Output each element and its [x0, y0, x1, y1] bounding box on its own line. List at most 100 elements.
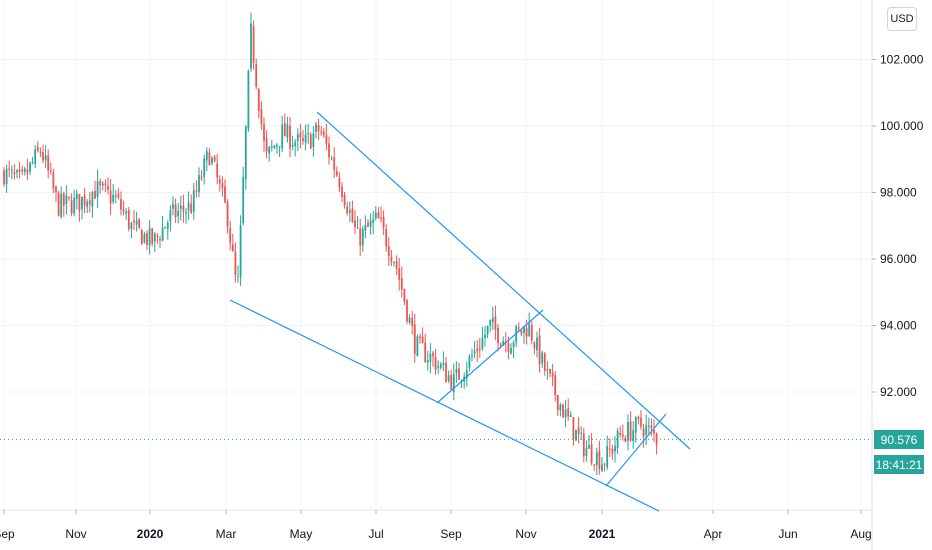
candle	[582, 427, 585, 463]
candle	[419, 333, 421, 344]
y-tick-label: 94.000	[880, 319, 917, 333]
x-tick-label: Nov	[65, 527, 86, 541]
candle	[73, 189, 76, 217]
candle	[62, 191, 65, 217]
candle	[135, 211, 138, 232]
candle	[400, 266, 403, 298]
candle	[421, 327, 424, 344]
candle	[21, 165, 24, 176]
candle	[140, 228, 143, 245]
candle	[411, 310, 414, 335]
candle	[588, 435, 590, 449]
candle	[265, 130, 268, 159]
candle	[283, 113, 286, 137]
candle	[47, 149, 50, 179]
candle	[244, 125, 247, 190]
candle	[10, 165, 13, 180]
candle	[650, 418, 653, 437]
candle	[653, 419, 655, 442]
candle	[281, 116, 284, 153]
candle	[395, 255, 398, 276]
candle	[520, 329, 523, 337]
candle	[445, 357, 447, 383]
candle	[478, 338, 481, 358]
candle	[55, 185, 57, 202]
channel-line-2[interactable]	[605, 413, 667, 487]
candle	[655, 432, 658, 455]
candle	[159, 235, 161, 249]
axes	[0, 0, 873, 550]
candle	[338, 172, 341, 193]
candle	[294, 139, 297, 157]
candle	[86, 199, 89, 214]
candle	[473, 341, 476, 359]
candle	[387, 237, 390, 266]
candle	[634, 415, 637, 443]
candle	[148, 220, 151, 255]
x-tick-label: Nov	[515, 527, 536, 541]
currency-button[interactable]: USD	[887, 7, 917, 31]
candle	[16, 168, 18, 179]
candle	[164, 226, 167, 229]
candle	[270, 139, 273, 152]
candle	[608, 437, 611, 457]
candle	[564, 400, 567, 428]
wedge-upper-trendline[interactable]	[316, 111, 691, 450]
candle	[627, 414, 629, 451]
candle	[91, 190, 94, 218]
candle	[546, 361, 549, 380]
candle	[580, 426, 583, 440]
candle	[569, 411, 572, 418]
candle	[325, 123, 328, 151]
candle	[538, 327, 541, 373]
candle	[250, 12, 252, 72]
candle	[359, 218, 362, 257]
candle	[393, 261, 395, 267]
channel-line-1[interactable]	[436, 309, 544, 404]
y-tick-label: 100.000	[880, 119, 924, 133]
x-tick-label: May	[290, 527, 313, 541]
candle	[640, 409, 642, 430]
x-tick-label: Jul	[368, 527, 383, 541]
candle	[543, 351, 546, 376]
candle	[29, 161, 31, 175]
candle	[330, 155, 333, 161]
candle	[463, 372, 466, 389]
x-tick-label: Aug	[850, 527, 871, 541]
candle	[13, 163, 16, 180]
candle	[523, 325, 525, 344]
candle	[595, 447, 598, 476]
candle	[328, 136, 330, 165]
candle	[515, 324, 518, 348]
wedge-lower-trendline[interactable]	[229, 299, 660, 512]
candle	[629, 411, 632, 443]
candle	[484, 326, 486, 347]
candle	[213, 154, 216, 163]
candle	[541, 350, 544, 368]
candle	[403, 288, 406, 306]
candle	[26, 158, 29, 181]
candle	[447, 370, 450, 384]
candle	[468, 354, 471, 372]
candle	[291, 135, 294, 151]
candle	[312, 126, 315, 157]
candle	[195, 180, 198, 198]
candle	[174, 198, 177, 223]
candle	[476, 340, 479, 363]
candle	[390, 249, 393, 267]
candle	[624, 435, 627, 443]
candle	[151, 227, 154, 247]
candle	[406, 298, 408, 325]
candle	[57, 190, 60, 217]
candle	[382, 210, 385, 236]
candle	[302, 129, 304, 145]
candle	[590, 432, 593, 466]
candle	[458, 362, 460, 380]
candle	[109, 179, 112, 216]
candle	[528, 312, 531, 337]
candle	[179, 195, 182, 221]
trendlines[interactable]	[229, 111, 691, 512]
candle	[512, 340, 515, 359]
candle	[315, 121, 317, 139]
